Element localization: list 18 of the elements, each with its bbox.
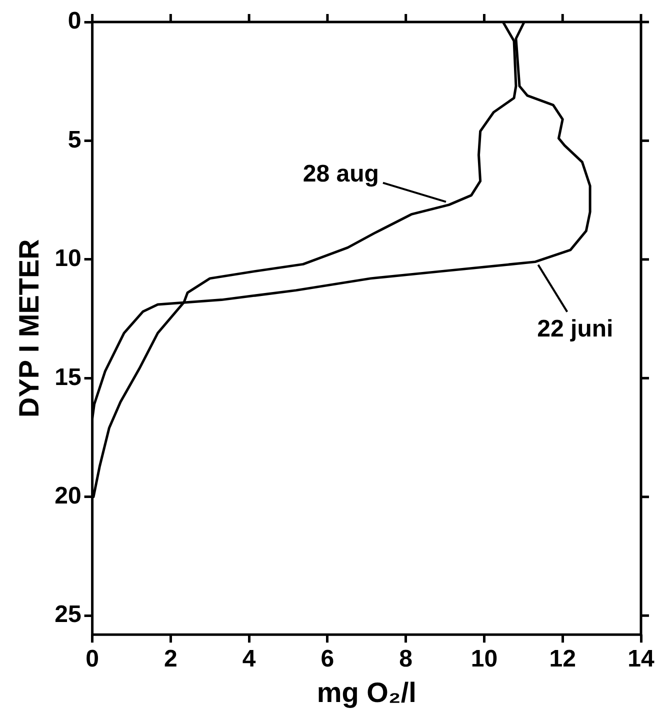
series-label: 28 aug: [302, 160, 379, 188]
x-tick-label: 8: [399, 646, 413, 673]
x-axis-title: mg O₂/l: [316, 676, 416, 708]
x-tick-label: 2: [164, 646, 178, 673]
y-tick-label: 15: [54, 364, 82, 391]
legend-label: 22 juni: [537, 315, 614, 342]
y-axis-title: DYP I METER: [14, 239, 45, 418]
x-tick-label: 10: [470, 646, 498, 673]
y-tick-label: 5: [68, 126, 82, 154]
y-tick-label: 0: [68, 8, 82, 35]
x-tick-label: 0: [86, 646, 99, 673]
x-tick-label: 6: [320, 646, 334, 673]
y-tick-label: 10: [54, 245, 82, 272]
x-tick-label: 14: [628, 646, 655, 673]
y-tick-label: 20: [54, 482, 82, 510]
x-tick-label: 4: [242, 646, 256, 673]
x-tick-label: 12: [549, 646, 576, 673]
y-tick-label: 25: [54, 601, 82, 628]
